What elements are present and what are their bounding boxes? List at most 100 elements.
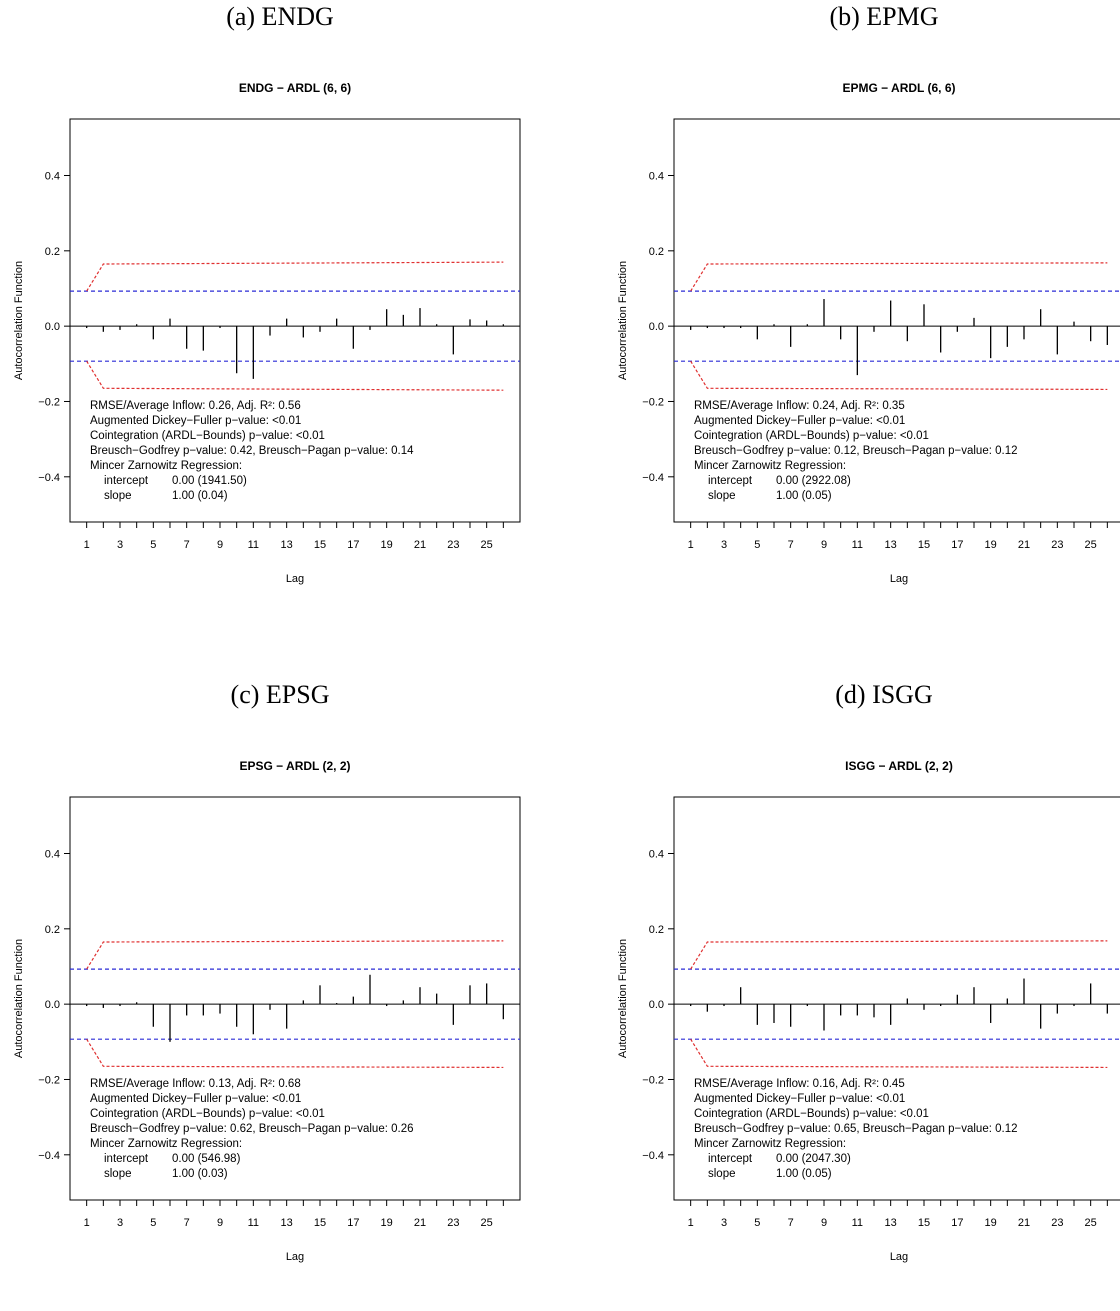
annotation-mincer: Mincer Zarnowitz Regression: — [694, 1138, 846, 1150]
y-tick-label: −0.2 — [38, 396, 60, 408]
x-tick-label: 23 — [1051, 1217, 1063, 1229]
annotation-intercept-label: intercept — [104, 475, 149, 487]
annotation-cointegration: Cointegration (ARDL−Bounds) p−value: <0.… — [694, 430, 929, 442]
x-tick-label: 17 — [951, 1217, 963, 1229]
annotation-breusch: Breusch−Godfrey p−value: 0.12, Breusch−P… — [694, 445, 1018, 457]
x-tick-label: 3 — [117, 539, 123, 551]
panel-caption: (b) EPMG — [829, 2, 939, 31]
y-tick-label: −0.4 — [642, 472, 664, 484]
x-tick-label: 19 — [985, 539, 997, 551]
annotation-intercept-value: 0.00 (2047.30) — [776, 1153, 851, 1165]
x-tick-label: 25 — [481, 539, 493, 551]
annotation-slope-value: 1.00 (0.03) — [172, 1168, 228, 1180]
panel-isgg: (d) ISGG ISGG − ARDL (2, 2) −0.4 −0.2 0.0 0.… — [604, 678, 1120, 1311]
panel-endg: (a) ENDG ENDG − ARDL (6, 6) −0.4 −0.2 0.0 0.… — [0, 0, 560, 633]
annotation-intercept-value: 0.00 (1941.50) — [172, 475, 247, 487]
x-tick-label: 5 — [150, 539, 156, 551]
x-tick-label: 15 — [918, 539, 930, 551]
x-tick-label: 19 — [381, 539, 393, 551]
x-axis-label: Lag — [890, 573, 908, 585]
y-tick-label: −0.4 — [38, 472, 60, 484]
x-tick-label: 1 — [84, 539, 90, 551]
panel-caption: (c) EPSG — [230, 680, 330, 709]
band-line — [690, 1038, 1108, 1069]
y-tick-label: 0.0 — [649, 321, 664, 333]
annotation-mincer: Mincer Zarnowitz Regression: — [90, 460, 242, 472]
y-tick-label: 0.4 — [649, 848, 664, 860]
y-tick-label: 0.0 — [649, 999, 664, 1011]
y-tick-label: 0.0 — [45, 321, 60, 333]
y-tick-label: 0.4 — [45, 170, 60, 182]
x-tick-label: 15 — [314, 1217, 326, 1229]
x-tick-label: 11 — [852, 539, 863, 551]
x-tick-label: 13 — [281, 539, 293, 551]
x-tick-label: 25 — [481, 1217, 493, 1229]
x-tick-label: 11 — [248, 1217, 259, 1229]
acf-chart: ISGG − ARDL (2, 2)−0.4−0.20.00.20.41 3 5 7 9… — [617, 759, 1120, 1263]
annotation-rmse: RMSE/Average Inflow: 0.24, Adj. R²: 0.35 — [694, 400, 905, 412]
x-tick-label: 25 — [1085, 539, 1097, 551]
x-tick-label: 19 — [381, 1217, 393, 1229]
annotation-slope-label: slope — [708, 1168, 736, 1180]
plot-frame — [69, 796, 521, 1201]
x-tick-label: 9 — [821, 539, 827, 551]
y-tick-label: −0.2 — [642, 1074, 664, 1086]
x-tick-label: 13 — [885, 1217, 897, 1229]
annotation-adf: Augmented Dickey−Fuller p−value: <0.01 — [694, 415, 905, 427]
panel-caption: (d) ISGG — [835, 680, 933, 709]
annotation-rmse: RMSE/Average Inflow: 0.13, Adj. R²: 0.68 — [90, 1078, 301, 1090]
x-tick-label: 5 — [754, 1217, 760, 1229]
annotation-breusch: Breusch−Godfrey p−value: 0.42, Breusch−P… — [90, 445, 414, 457]
annotation-breusch: Breusch−Godfrey p−value: 0.65, Breusch−P… — [694, 1123, 1018, 1135]
x-tick-label: 5 — [150, 1217, 156, 1229]
band-line — [690, 360, 1108, 391]
annotation-intercept-label: intercept — [708, 1153, 753, 1165]
y-tick-label: 0.4 — [45, 848, 60, 860]
x-tick-label: 13 — [281, 1217, 293, 1229]
annotation-slope-value: 1.00 (0.05) — [776, 1168, 832, 1180]
x-tick-label: 1 — [688, 1217, 694, 1229]
chart-title: ENDG − ARDL (6, 6) — [239, 81, 351, 95]
x-tick-label: 15 — [314, 539, 326, 551]
x-tick-label: 21 — [1018, 1217, 1030, 1229]
y-axis-label: Autocorrelation Function — [13, 261, 25, 380]
x-tick-label: 5 — [754, 539, 760, 551]
x-tick-label: 11 — [852, 1217, 863, 1229]
x-tick-label: 21 — [1018, 539, 1030, 551]
annotation-adf: Augmented Dickey−Fuller p−value: <0.01 — [90, 1093, 301, 1105]
x-axis-label: Lag — [286, 1251, 304, 1263]
band-line — [86, 1038, 504, 1069]
annotation-slope-value: 1.00 (0.05) — [776, 490, 832, 502]
plot-frame — [69, 118, 521, 523]
plot-frame — [673, 796, 1120, 1201]
y-tick-label: 0.2 — [45, 924, 60, 936]
annotation-breusch: Breusch−Godfrey p−value: 0.62, Breusch−P… — [90, 1123, 414, 1135]
annotation-rmse: RMSE/Average Inflow: 0.16, Adj. R²: 0.45 — [694, 1078, 905, 1090]
annotation-slope-label: slope — [104, 490, 132, 502]
annotation-intercept-label: intercept — [708, 475, 753, 487]
band-line — [86, 940, 504, 970]
acf-chart: EPSG − ARDL (2, 2)−0.4−0.20.00.20.41 3 5 7 9… — [13, 759, 521, 1263]
x-tick-label: 17 — [951, 539, 963, 551]
acf-chart: EPMG − ARDL (6, 6)−0.4−0.20.00.20.41 3 5 7 9… — [617, 81, 1120, 585]
annotation-slope-label: slope — [104, 1168, 132, 1180]
y-tick-label: −0.2 — [642, 396, 664, 408]
y-axis-label: Autocorrelation Function — [617, 939, 629, 1058]
x-tick-label: 13 — [885, 539, 897, 551]
x-tick-label: 23 — [447, 539, 459, 551]
chart-title: ISGG − ARDL (2, 2) — [845, 759, 953, 773]
x-tick-label: 9 — [217, 539, 223, 551]
band-line — [690, 940, 1108, 970]
panel-caption: (a) ENDG — [226, 2, 334, 31]
x-tick-label: 11 — [248, 539, 259, 551]
annotation-cointegration: Cointegration (ARDL−Bounds) p−value: <0.… — [90, 1108, 325, 1120]
annotation-intercept-value: 0.00 (2922.08) — [776, 475, 851, 487]
x-tick-label: 23 — [1051, 539, 1063, 551]
annotation-intercept-label: intercept — [104, 1153, 149, 1165]
chart-title: EPSG − ARDL (2, 2) — [239, 759, 350, 773]
annotation-slope-value: 1.00 (0.04) — [172, 490, 228, 502]
band-line — [690, 262, 1108, 292]
x-tick-label: 3 — [721, 1217, 727, 1229]
annotation-mincer: Mincer Zarnowitz Regression: — [694, 460, 846, 472]
band-line — [86, 261, 504, 292]
